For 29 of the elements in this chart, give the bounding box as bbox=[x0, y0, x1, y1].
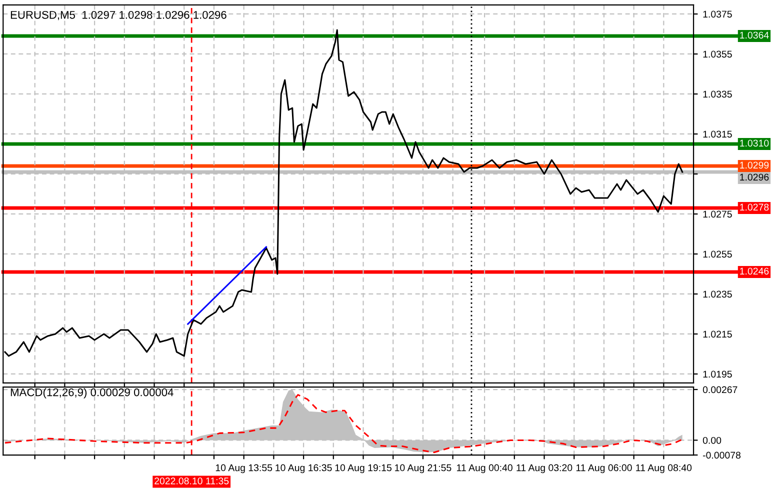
y-tick-label: 1.0215 bbox=[703, 330, 732, 338]
y-tick-label: 0.00 bbox=[702, 436, 722, 444]
y-tick-label: 1.0235 bbox=[703, 290, 732, 298]
ref-line-label: 1.0246 bbox=[740, 268, 769, 275]
y-tick-label: -0.00078 bbox=[702, 452, 741, 459]
ref-line-label: 1.0310 bbox=[740, 140, 769, 147]
x-tick-label: 11 Aug 06:00 bbox=[576, 464, 632, 474]
ref-line-label: 1.0278 bbox=[740, 204, 769, 211]
y-tick-label: 1.0315 bbox=[703, 130, 732, 138]
y-tick-label: 1.0275 bbox=[703, 210, 732, 218]
chart-title: MACD(12,26,9) 0.00029 0.00004 bbox=[10, 388, 174, 398]
x-tick-label: 10 Aug 13:55 bbox=[216, 464, 272, 474]
x-tick-label: 11 Aug 03:20 bbox=[516, 464, 572, 474]
x-tick-label: 11 Aug 00:40 bbox=[456, 464, 512, 474]
x-tick-label: 10 Aug 19:15 bbox=[335, 464, 392, 474]
y-tick-label: 0.00267 bbox=[702, 386, 738, 394]
y-tick-label: 1.0195 bbox=[703, 370, 732, 378]
ref-line-label: 1.0299 bbox=[740, 162, 769, 169]
y-tick-label: 1.0335 bbox=[703, 90, 732, 98]
y-tick-label: 1.0355 bbox=[703, 50, 732, 58]
y-tick-label: 1.0255 bbox=[703, 250, 732, 258]
ref-line-label: 1.0296 bbox=[740, 174, 769, 181]
y-tick-label: 1.0375 bbox=[703, 10, 732, 18]
x-tick-label: 11 Aug 08:40 bbox=[636, 464, 692, 474]
ref-line-label: 2022.08.10 11:35 bbox=[154, 477, 229, 484]
x-tick-label: 10 Aug 16:35 bbox=[276, 464, 332, 474]
ref-line-label: 1.0364 bbox=[740, 32, 769, 39]
chart-title: EURUSD,M5 1.0297 1.0298 1.0296 1.0296 bbox=[10, 10, 226, 20]
x-tick-label: 10 Aug 21:55 bbox=[395, 464, 452, 474]
